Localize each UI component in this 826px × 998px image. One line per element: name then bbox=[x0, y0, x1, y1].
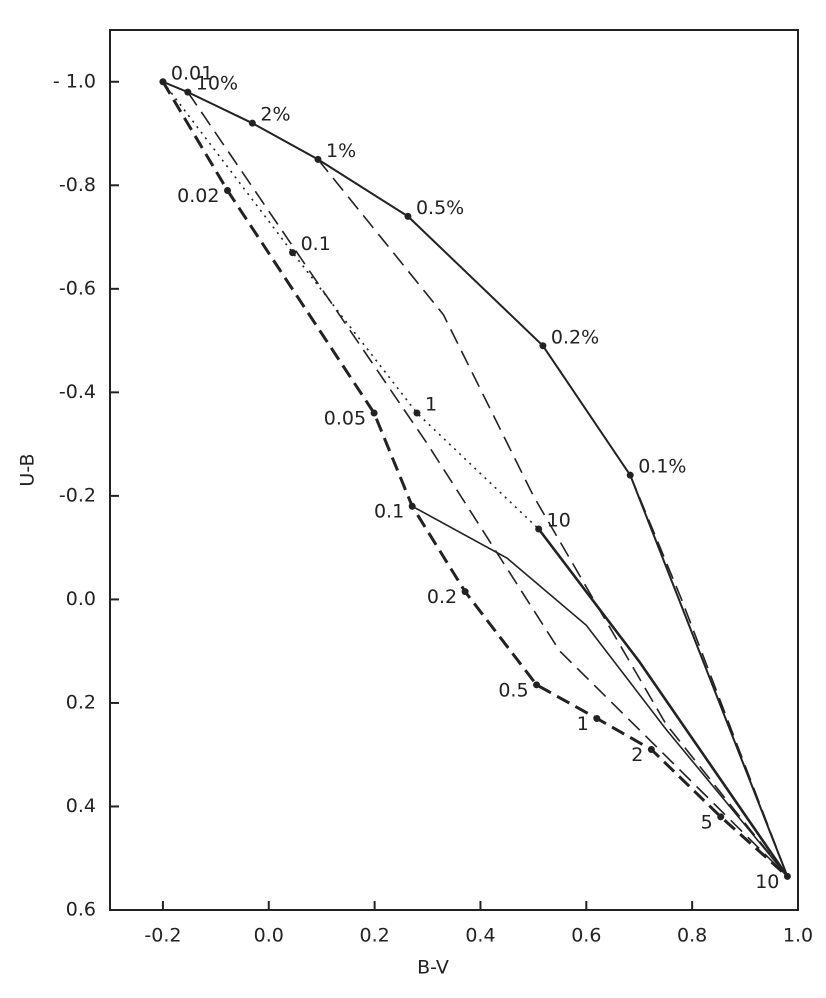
point-label: 1% bbox=[326, 140, 356, 162]
point-label: 10 bbox=[755, 871, 779, 893]
point-label: 2 bbox=[631, 744, 643, 766]
point-label: 5 bbox=[701, 811, 713, 833]
plot-frame bbox=[109, 29, 799, 911]
point-label: 0.5 bbox=[498, 679, 528, 701]
series-line bbox=[161, 80, 789, 878]
y-tick-label: -0.8 bbox=[59, 174, 96, 196]
point-label: 0.1% bbox=[638, 456, 686, 478]
series-line bbox=[162, 81, 540, 530]
data-point bbox=[404, 212, 412, 220]
data-point bbox=[413, 409, 421, 417]
y-tick-label: 0.4 bbox=[66, 795, 96, 817]
y-tick-label: - 1.0 bbox=[53, 70, 96, 92]
x-tick-label: 0.6 bbox=[571, 925, 601, 947]
x-tick-label: 1.0 bbox=[783, 925, 813, 947]
series-line bbox=[629, 474, 789, 877]
data-point bbox=[370, 409, 378, 417]
y-tick-label: -0.4 bbox=[59, 381, 96, 403]
data-point bbox=[223, 186, 231, 194]
y-tick-label: 0.0 bbox=[66, 588, 96, 610]
data-point bbox=[717, 813, 725, 821]
point-label: 0.5% bbox=[416, 197, 464, 219]
series-line bbox=[187, 91, 788, 877]
x-tick-label: 0.0 bbox=[254, 925, 284, 947]
point-label: 0.05 bbox=[324, 408, 366, 430]
point-label: 0.2 bbox=[427, 586, 457, 608]
point-label: 0.1 bbox=[374, 501, 404, 523]
point-label: 0.02 bbox=[177, 185, 219, 207]
series-line bbox=[317, 158, 789, 877]
x-tick-label: 0.4 bbox=[465, 925, 495, 947]
point-label: 10 bbox=[547, 510, 571, 532]
x-tick-label: -0.2 bbox=[144, 925, 181, 947]
series-line bbox=[537, 528, 789, 878]
point-label: 0.01 bbox=[171, 62, 213, 84]
y-axis-label: U-B bbox=[17, 453, 39, 486]
series-line bbox=[162, 80, 789, 877]
point-label: 10% bbox=[196, 73, 238, 95]
series-line bbox=[411, 505, 789, 877]
x-tick-label: 0.2 bbox=[360, 925, 390, 947]
y-tick-label: 0.2 bbox=[66, 691, 96, 713]
point-label: 0.2% bbox=[551, 326, 599, 348]
y-tick-label: 0.6 bbox=[66, 899, 96, 921]
x-axis-label: B-V bbox=[417, 957, 449, 979]
data-point bbox=[647, 746, 655, 754]
data-point bbox=[533, 681, 541, 689]
point-label: 2% bbox=[260, 104, 290, 126]
x-tick-label: 0.8 bbox=[677, 925, 707, 947]
data-point bbox=[593, 714, 601, 722]
data-point bbox=[289, 249, 297, 257]
point-label: 1 bbox=[577, 713, 589, 735]
point-label: 1 bbox=[425, 394, 437, 416]
data-point bbox=[248, 119, 256, 127]
data-point bbox=[461, 588, 469, 596]
y-tick-label: -0.2 bbox=[59, 484, 96, 506]
data-point bbox=[539, 342, 547, 350]
point-label: 0.1 bbox=[301, 233, 331, 255]
y-tick-label: -0.6 bbox=[59, 277, 96, 299]
